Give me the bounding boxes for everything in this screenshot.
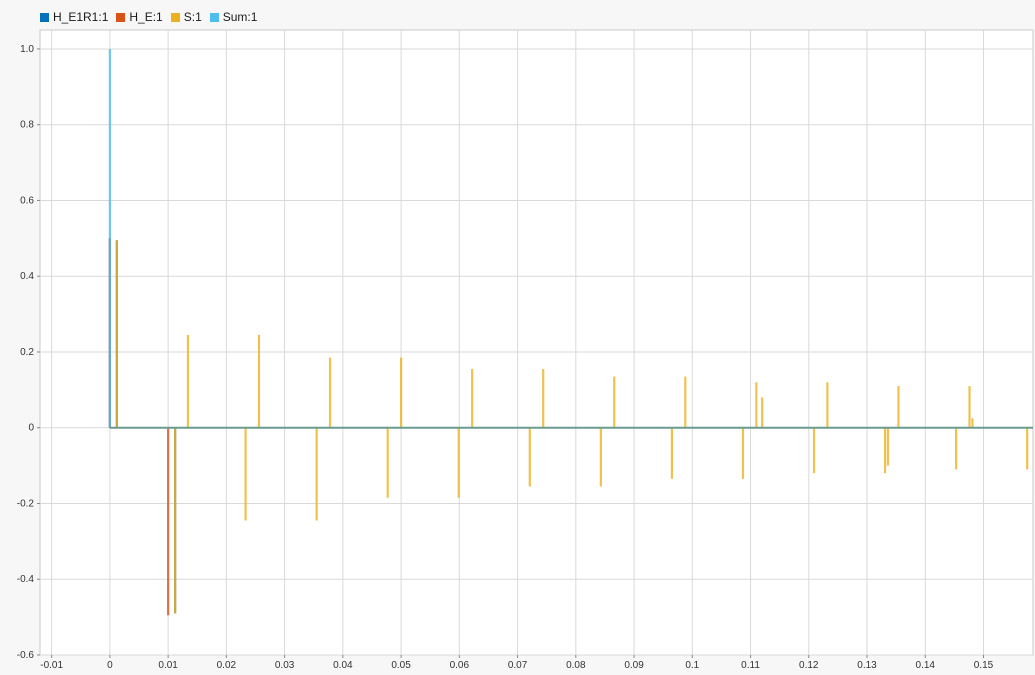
legend-label: H_E:1 [129, 10, 163, 24]
x-tick-label: 0.01 [158, 660, 178, 671]
y-tick-label: 0.6 [20, 195, 34, 206]
y-tick-label: -0.4 [17, 574, 35, 585]
legend-item-h-e1r1-1[interactable]: H_E1R1:1 [40, 10, 108, 24]
x-tick-label: 0.03 [275, 660, 295, 671]
legend-label: S:1 [183, 10, 202, 24]
x-tick-label: 0.02 [217, 660, 237, 671]
x-tick-label: -0.01 [40, 660, 63, 671]
y-tick-label: -0.6 [17, 650, 35, 661]
legend-swatch [116, 12, 126, 22]
x-tick-label: 0.13 [857, 660, 877, 671]
y-tick-label: 0.4 [20, 271, 34, 282]
legend-swatch [209, 12, 219, 22]
x-tick-label: 0.1 [685, 660, 699, 671]
legend-item-sum-1[interactable]: Sum:1 [209, 10, 258, 24]
x-tick-label: 0.12 [799, 660, 819, 671]
legend-swatch [170, 12, 180, 22]
legend-item-h-e-1[interactable]: H_E:1 [116, 10, 163, 24]
y-tick-label: 0.8 [20, 120, 34, 131]
x-tick-label: 0.04 [333, 660, 353, 671]
x-tick-label: 0.11 [741, 660, 760, 671]
legend-label: Sum:1 [222, 10, 258, 24]
x-tick-label: 0.14 [916, 660, 936, 671]
x-tick-label: 0.08 [566, 660, 586, 671]
x-tick-label: 0.06 [450, 660, 470, 671]
legend-swatch [40, 12, 49, 22]
x-tick-label: 0 [107, 660, 113, 671]
x-tick-label: 0.07 [508, 660, 528, 671]
x-tick-label: 0.05 [391, 660, 411, 671]
x-tick-label: 0.09 [624, 660, 644, 671]
y-tick-label: 0 [28, 423, 34, 434]
y-tick-label: -0.2 [17, 498, 35, 509]
legend-label: H_E1R1:1 [53, 10, 109, 24]
legend-item-s-1[interactable]: S:1 [170, 10, 202, 24]
y-tick-label: 0.2 [20, 347, 34, 358]
x-tick-label: 0.15 [974, 660, 994, 671]
legend: H_E1R1:1 H_E:1 S:1 Sum:1 [40, 9, 265, 25]
y-tick-label: 1.0 [20, 44, 34, 55]
